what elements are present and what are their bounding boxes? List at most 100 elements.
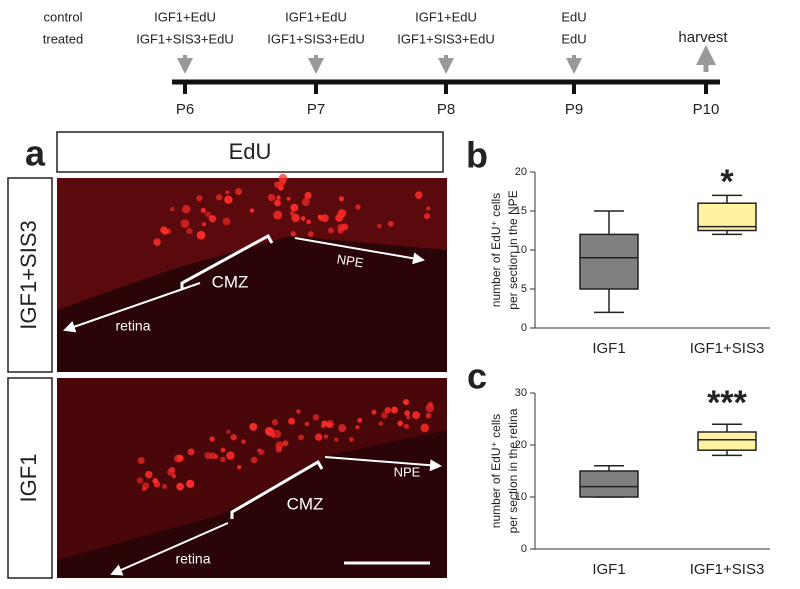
panel-a: a EdU IGF1+SIS3 IGF1 CMZ NPE retina CMZ … (7, 131, 447, 579)
nucleus (186, 228, 193, 235)
cmz-label: CMZ (212, 272, 249, 291)
nucleus (349, 437, 354, 442)
nucleus (230, 434, 237, 441)
nucleus (136, 477, 144, 484)
nucleus (414, 191, 423, 200)
row-label: IGF1+SIS3 (16, 220, 41, 329)
nucleus (145, 470, 153, 479)
nucleus (224, 195, 233, 204)
y-tick-label: 0 (521, 322, 527, 334)
nucleus (301, 197, 310, 207)
nucleus (427, 401, 434, 407)
significance: *** (707, 384, 747, 422)
y-axis-label: per section in the retina (506, 408, 520, 533)
nucleus (320, 214, 329, 223)
treatment: EdU (561, 31, 586, 46)
nucleus (250, 456, 258, 464)
nucleus (403, 423, 410, 429)
nucleus (196, 234, 202, 239)
nucleus (291, 213, 300, 223)
nucleus (216, 194, 223, 201)
npe-label: NPE (336, 251, 365, 270)
y-axis-label: number of EdU⁺ cells (489, 414, 503, 528)
nucleus (204, 452, 212, 460)
nucleus (176, 454, 184, 462)
nucleus (300, 216, 306, 221)
npe-arrow (324, 456, 442, 472)
nucleus (167, 468, 175, 476)
nucleus (278, 173, 288, 183)
day-label: P6 (176, 101, 194, 118)
nucleus (264, 426, 273, 435)
nucleus (397, 420, 404, 427)
nucleus (325, 420, 335, 429)
nucleus (371, 409, 377, 415)
npe-arrow (294, 237, 425, 265)
nucleus (282, 440, 289, 447)
day-label: P9 (565, 101, 583, 118)
nucleus (226, 451, 235, 460)
x-tick-label: IGF1 (592, 340, 625, 357)
retina-arrow (110, 522, 229, 576)
day-label: P7 (307, 101, 325, 118)
group-label: control (43, 9, 82, 24)
row-label-box (7, 177, 53, 373)
y-tick-label: 10 (515, 491, 527, 503)
box (579, 470, 639, 498)
cmz-label: CMZ (287, 494, 324, 513)
nucleus (225, 190, 230, 195)
nucleus (404, 410, 411, 417)
nucleus (380, 412, 388, 419)
panel-letter: c (467, 356, 487, 397)
nucleus (406, 415, 411, 420)
nucleus (298, 434, 304, 441)
cmz-bracket (230, 459, 324, 519)
nucleus (420, 423, 429, 433)
nucleus (237, 465, 242, 470)
nucleus (241, 439, 246, 444)
nucleus (286, 196, 291, 201)
nucleus (423, 213, 431, 220)
day-label: P8 (437, 101, 455, 118)
nucleus (162, 484, 167, 489)
nucleus (186, 479, 195, 488)
nucleus (170, 206, 175, 212)
y-tick-label: 5 (521, 283, 527, 295)
treatment: IGF1+EdU (415, 9, 477, 24)
nucleus (312, 414, 320, 421)
nucleus (327, 227, 334, 234)
nucleus (182, 204, 191, 214)
group-label: treated (43, 31, 83, 46)
nucleus (196, 195, 203, 202)
nucleus (314, 433, 323, 441)
box (579, 233, 639, 290)
nucleus (220, 447, 226, 453)
nucleus (384, 406, 392, 414)
nucleus (335, 214, 344, 222)
tissue (57, 378, 447, 560)
nucleus (153, 481, 161, 488)
nucleus (308, 231, 314, 237)
nucleus (276, 195, 281, 200)
box (697, 431, 757, 451)
nucleus (137, 456, 145, 465)
nucleus (275, 441, 284, 450)
nucleus (355, 204, 361, 210)
treatment: IGF1+EdU (154, 9, 216, 24)
nucleus (201, 222, 207, 227)
y-tick-label: 30 (515, 387, 527, 399)
nucleus (180, 219, 190, 228)
nucleus (273, 210, 283, 220)
nucleus (317, 214, 323, 220)
x-tick-label: IGF1 (592, 561, 625, 578)
y-tick-label: 20 (515, 166, 527, 178)
day-label: P10 (693, 101, 720, 118)
y-tick-label: 0 (521, 543, 527, 555)
row-label: IGF1 (16, 454, 41, 503)
nucleus (412, 411, 421, 420)
nucleus (337, 223, 345, 231)
y-axis-label: per section in the NPE (506, 190, 520, 309)
nucleus (220, 456, 226, 463)
nucleus (187, 448, 195, 456)
